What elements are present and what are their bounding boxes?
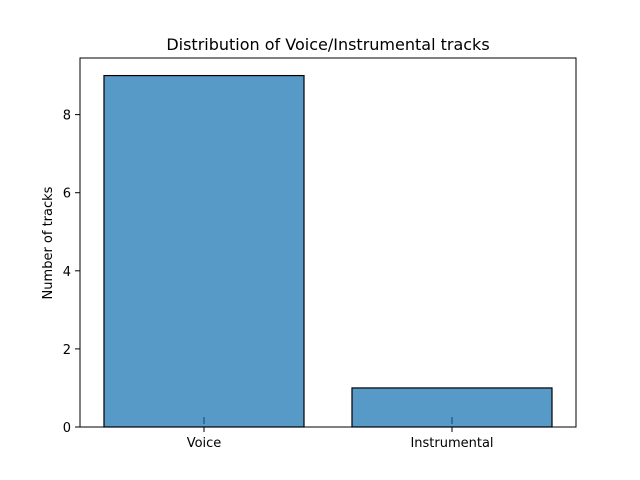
x-tick-label-instrumental: Instrumental [410,436,493,451]
y-tick-label-4: 4 [63,265,71,280]
plot-area: Voice Instrumental 0 2 4 6 8 [63,57,577,451]
y-tick-label-6: 6 [63,187,71,202]
y-axis-label: Number of tracks [41,186,56,299]
chart-title: Distribution of Voice/Instrumental track… [166,35,489,54]
y-tick-label-2: 2 [63,343,71,358]
y-tick-label-0: 0 [63,421,71,436]
bar-voice [103,74,305,428]
axes-frame [79,57,577,428]
y-tick-label-8: 8 [63,109,71,124]
x-tick-label-voice: Voice [187,436,222,451]
